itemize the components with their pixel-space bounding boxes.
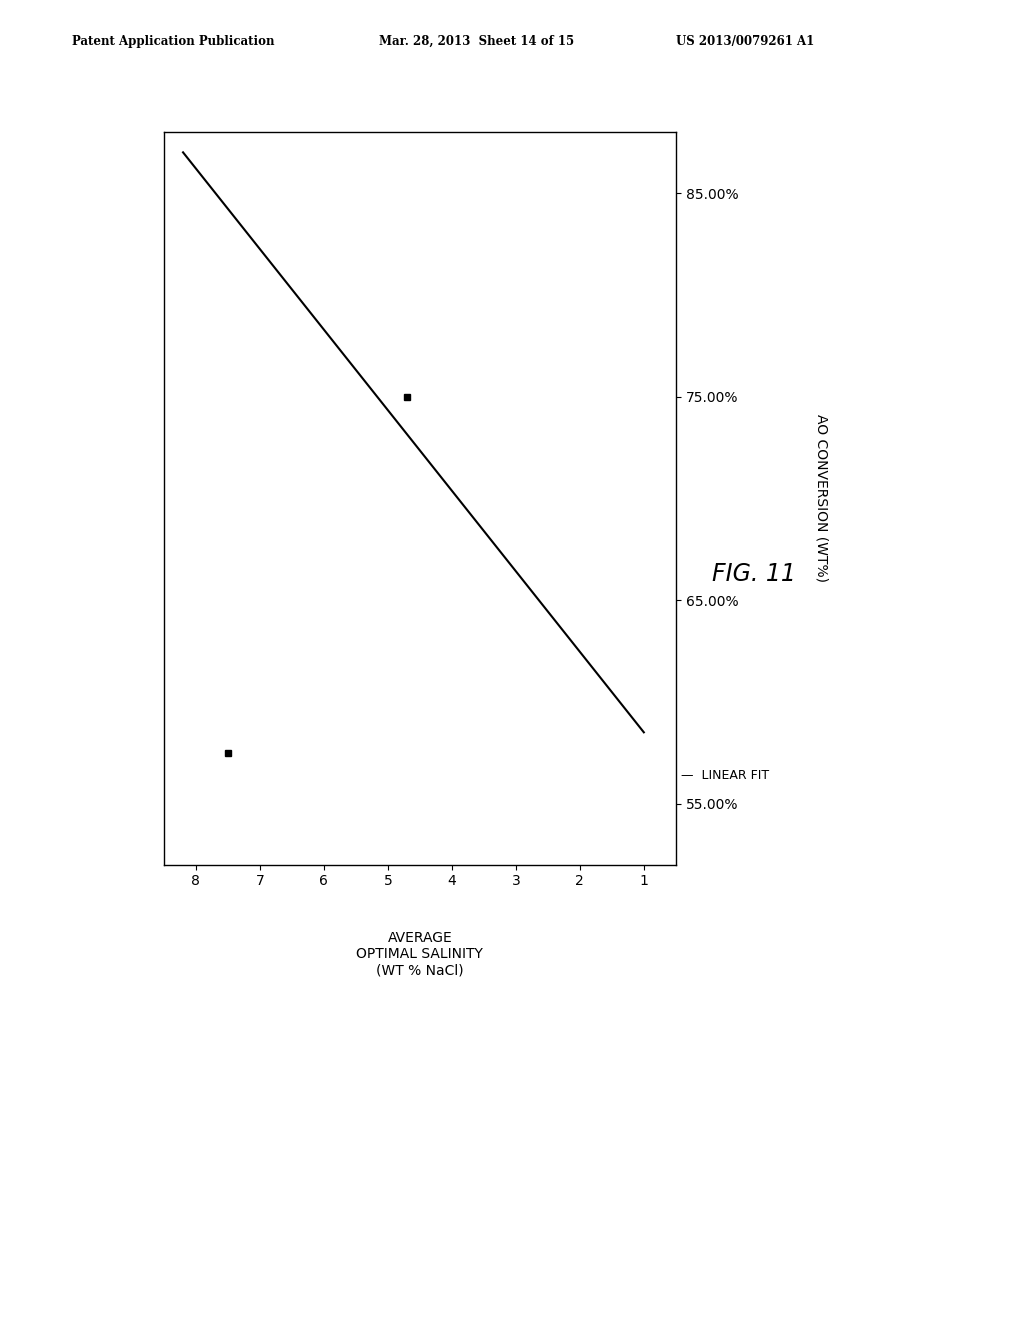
Text: US 2013/0079261 A1: US 2013/0079261 A1 [676, 34, 814, 48]
Text: Mar. 28, 2013  Sheet 14 of 15: Mar. 28, 2013 Sheet 14 of 15 [379, 34, 574, 48]
Text: AVERAGE
OPTIMAL SALINITY
(WT % NaCl): AVERAGE OPTIMAL SALINITY (WT % NaCl) [356, 931, 483, 977]
Text: Patent Application Publication: Patent Application Publication [72, 34, 274, 48]
Text: —  LINEAR FIT: — LINEAR FIT [681, 768, 769, 781]
Text: FIG. 11: FIG. 11 [712, 562, 796, 586]
Y-axis label: AO CONVERSION (WT%): AO CONVERSION (WT%) [814, 414, 828, 582]
